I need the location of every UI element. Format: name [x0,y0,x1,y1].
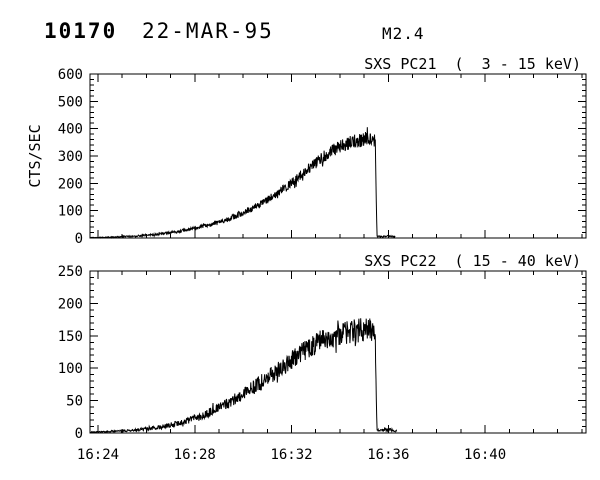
y-tick-label: 50 [66,394,83,410]
y-tick-label: 150 [58,329,83,345]
panel-title: SXS PC22 ( 15 - 40 keV) [364,252,581,270]
flare-date-label: 22-MAR-95 [142,19,274,43]
axis-ticks [90,270,586,434]
y-tick-label: 200 [58,176,83,192]
x-tick-label: 16:32 [270,447,312,463]
x-tick-label: 16:24 [77,447,119,463]
flare-number-label: 10170 [44,19,118,43]
y-tick-label: 400 [58,122,83,138]
y-tick-label: 500 [58,94,83,110]
x-tick-label: 16:28 [174,447,216,463]
axes-frame [89,73,587,239]
axes-frame [89,270,587,434]
panel-title: SXS PC21 ( 3 - 15 keV) [364,55,581,73]
y-tick-label: 0 [75,426,83,442]
x-tick-label: 16:36 [367,447,409,463]
y-tick-label: 300 [58,149,83,165]
lightcurve-trace [89,127,396,239]
y-axis-label: CTS/SEC [26,124,44,187]
y-tick-label: 200 [58,296,83,312]
panel-pc21: 0 100 200 300 400 500 600 SXS PC21 ( 3 - 15 keV… [26,55,587,247]
goes-class-label: M2.4 [382,24,425,43]
y-tick-label: 0 [75,231,83,247]
lightcurve-trace [89,318,398,434]
panel-pc22: 0 50 100 150 200 250 SXS PC22 ( 15 - 40 keV) 16… [58,252,587,463]
y-tick-label: 100 [58,361,83,377]
axis-ticks [90,73,586,239]
y-tick-label: 600 [58,67,83,83]
x-tick-label: 16:40 [464,447,506,463]
y-tick-label: 250 [58,264,83,280]
y-tick-label: 100 [58,204,83,220]
